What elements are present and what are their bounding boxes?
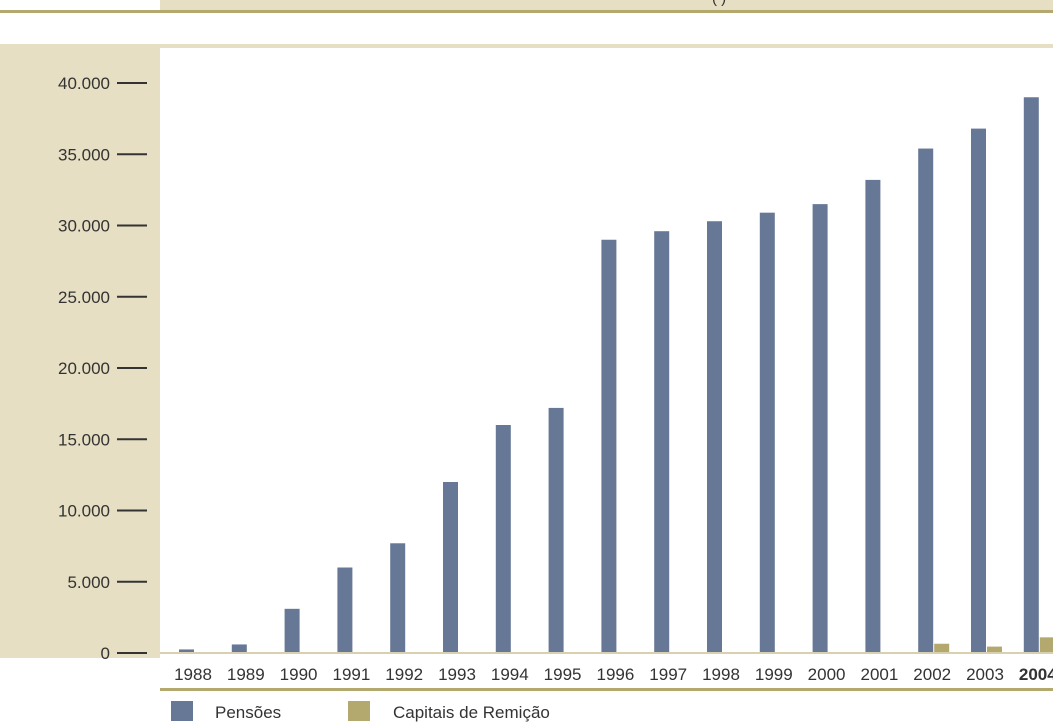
x-tick-label: 1996 bbox=[596, 665, 634, 684]
top-band-rule bbox=[0, 10, 1053, 13]
header-divider bbox=[0, 44, 1053, 48]
top-band-panel bbox=[160, 0, 1053, 10]
x-tick-label: 1993 bbox=[438, 665, 476, 684]
x-tick-label: 2002 bbox=[913, 665, 951, 684]
bar-capitais bbox=[1039, 637, 1053, 653]
x-tick-label: 1998 bbox=[702, 665, 740, 684]
y-axis-panel bbox=[0, 48, 160, 658]
y-axis: 0 5.000 10.000 15.000 20.000 25.000 30.000 35.0… bbox=[58, 74, 147, 663]
bar-pensoes bbox=[337, 567, 353, 653]
y-tick-label: 30.000 bbox=[58, 217, 110, 236]
x-tick-label: 2001 bbox=[860, 665, 898, 684]
bar-capitais bbox=[934, 643, 950, 653]
bar-pensoes bbox=[495, 425, 511, 653]
bar-pensoes bbox=[284, 608, 300, 653]
y-tick-label: 10.000 bbox=[58, 502, 110, 521]
x-axis: 1988 1989 1990 1991 1992 1993 1994 1995 1996 1997… bbox=[174, 665, 1053, 684]
y-tick-label: 20.000 bbox=[58, 359, 110, 378]
y-tick-label: 25.000 bbox=[58, 288, 110, 307]
x-tick-label: 2004 bbox=[1019, 665, 1053, 684]
y-tick-label: 40.000 bbox=[58, 74, 110, 93]
bar-pensoes bbox=[812, 204, 828, 653]
legend-swatch-pensoes bbox=[171, 701, 193, 721]
bar-pensoes bbox=[179, 649, 194, 653]
y-tick-label: 5.000 bbox=[67, 573, 110, 592]
chart-title-fragment: ( ) bbox=[712, 0, 726, 7]
bar-capitais bbox=[987, 646, 1002, 653]
legend-label-pensoes: Pensões bbox=[215, 703, 281, 722]
legend: Pensões Capitais de Remição bbox=[171, 701, 550, 722]
y-tick-label: 15.000 bbox=[58, 430, 110, 449]
x-tick-label: 1995 bbox=[544, 665, 582, 684]
bar-pensoes bbox=[865, 179, 881, 653]
bars bbox=[179, 97, 1053, 654]
x-tick-label: 2003 bbox=[966, 665, 1004, 684]
legend-swatch-capitais bbox=[348, 701, 370, 721]
x-tick-label: 1994 bbox=[491, 665, 529, 684]
bar-pensoes bbox=[918, 148, 934, 654]
bar-pensoes bbox=[390, 543, 406, 653]
top-band-left bbox=[0, 0, 160, 10]
bar-pensoes bbox=[971, 128, 986, 654]
y-tick-label: 0 bbox=[101, 644, 110, 663]
x-tick-label: 2000 bbox=[808, 665, 846, 684]
x-tick-label: 1997 bbox=[649, 665, 687, 684]
x-tick-label: 1988 bbox=[174, 665, 212, 684]
x-tick-label: 1991 bbox=[332, 665, 370, 684]
x-tick-label: 1999 bbox=[755, 665, 793, 684]
bar-pensoes bbox=[443, 482, 458, 653]
x-tick-label: 1992 bbox=[385, 665, 423, 684]
x-tick-label: 1989 bbox=[227, 665, 265, 684]
bar-pensoes bbox=[1023, 97, 1039, 653]
bar-pensoes bbox=[759, 212, 775, 654]
top-band: ( ) bbox=[0, 0, 1053, 13]
y-tick-label: 35.000 bbox=[58, 145, 110, 164]
bar-pensoes bbox=[654, 231, 670, 653]
bar-pensoes bbox=[707, 221, 722, 653]
x-tick-label: 1990 bbox=[280, 665, 318, 684]
x-axis-rule bbox=[160, 688, 1053, 691]
legend-label-capitais: Capitais de Remição bbox=[393, 703, 550, 722]
bar-pensoes bbox=[548, 407, 564, 653]
bar-pensoes bbox=[231, 644, 247, 653]
bar-pensoes bbox=[601, 239, 617, 653]
